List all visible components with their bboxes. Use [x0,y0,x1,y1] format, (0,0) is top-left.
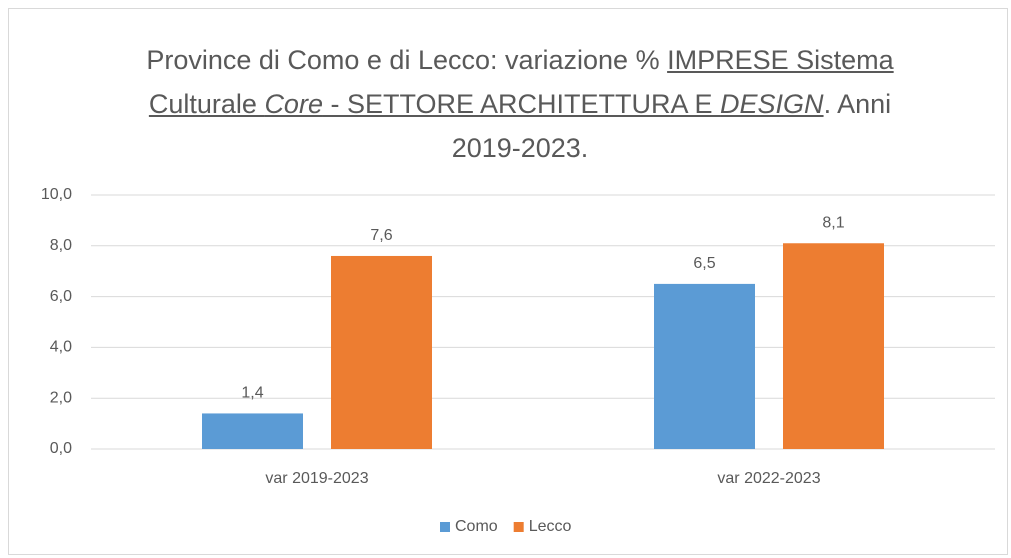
data-label: 7,6 [370,227,392,244]
title-run: DESIGN [720,89,824,119]
y-tick-label: 0,0 [50,440,72,457]
y-tick-label: 10,0 [41,186,72,203]
y-tick-label: 4,0 [50,339,72,356]
title-run: - SETTORE ARCHITETTURA E [322,89,721,119]
legend-label: Como [455,518,498,535]
title-run: Province di Como e di Lecco: variazione … [146,45,668,75]
data-label: 1,4 [241,385,263,402]
legend-label: Lecco [529,518,572,535]
bar [202,413,303,449]
title-run: Core [264,89,323,119]
legend-swatch [440,522,450,532]
title-run: . Anni 2019-2023. [451,89,892,163]
x-tick-label: var 2022-2023 [717,470,820,487]
bar [783,243,884,449]
y-tick-label: 8,0 [50,237,72,254]
chart-title: Province di Como e di Lecco: variazione … [120,38,920,170]
legend-swatch [513,522,524,532]
data-label: 6,5 [693,255,715,272]
data-label: 8,1 [822,214,844,231]
x-tick-label: var 2019-2023 [265,470,368,487]
title-run: IMPRESE Sistema Culturale [148,45,894,119]
bar [331,255,432,449]
bar [654,283,755,449]
y-tick-label: 6,0 [50,288,72,305]
y-tick-label: 2,0 [50,389,72,406]
